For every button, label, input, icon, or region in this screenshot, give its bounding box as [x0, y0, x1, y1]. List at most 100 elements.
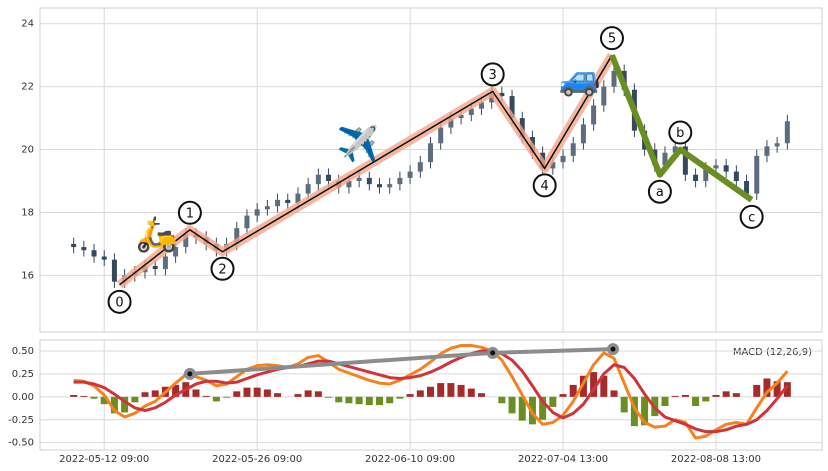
- y-tick-label: 16: [21, 270, 34, 281]
- divergence-dot: [610, 346, 616, 352]
- y-tick-label: 0.00: [12, 392, 34, 403]
- histogram-bar: [539, 396, 547, 420]
- candle-body: [152, 265, 158, 270]
- histogram-bar: [722, 391, 730, 397]
- histogram-bar: [212, 396, 220, 402]
- y-tick-label: 0.25: [12, 369, 34, 380]
- histogram-bar: [477, 393, 485, 397]
- histogram-bar: [732, 393, 740, 397]
- wave-label-circle: [107, 289, 132, 314]
- candle-body: [101, 256, 107, 260]
- histogram-bar: [304, 390, 312, 397]
- wave-label-circle: [668, 120, 693, 145]
- histogram-bar: [437, 383, 445, 397]
- histogram-bar: [335, 396, 343, 403]
- candle-body: [784, 121, 790, 144]
- axes: 0.50 0.25 0.00 -0.25 -0.50: [8, 340, 822, 450]
- candle-body: [91, 250, 97, 257]
- candle-body: [417, 162, 423, 172]
- histogram-bar: [600, 375, 608, 397]
- histogram-bar: [671, 395, 679, 397]
- histogram-bar: [508, 396, 516, 414]
- candle-body: [275, 199, 281, 207]
- histogram-bar: [172, 384, 180, 397]
- candle-body: [264, 206, 270, 210]
- candle-body: [254, 209, 260, 216]
- histogram-bar: [223, 396, 231, 398]
- x-tick-label: 2022-05-12 09:00: [59, 454, 149, 465]
- x-tick-label: 2022-05-26 09:00: [212, 454, 302, 465]
- candle-body: [438, 127, 444, 144]
- histogram-bar: [692, 396, 700, 406]
- divergence-line: [189, 347, 614, 376]
- wave-label: 3: [489, 68, 497, 83]
- icon: 🚙: [559, 59, 601, 99]
- histogram-bar: [610, 390, 618, 397]
- candle-body: [71, 243, 77, 248]
- histogram-bar: [579, 375, 587, 397]
- candle-body: [478, 102, 484, 109]
- histogram-bar: [80, 395, 88, 397]
- histogram-bar: [202, 395, 210, 397]
- histogram-bar: [763, 378, 771, 397]
- candle-body: [693, 174, 699, 182]
- candle-body: [570, 143, 576, 156]
- candle-body: [111, 259, 117, 282]
- candle-body: [397, 177, 403, 185]
- candle-body: [346, 181, 352, 188]
- candle-body: [315, 174, 321, 185]
- candle-body: [744, 181, 750, 194]
- wave-label: 0: [115, 295, 123, 310]
- histogram-bar: [681, 395, 689, 397]
- y-tick-label: 0.50: [12, 346, 34, 357]
- price-panel: [39, 7, 823, 333]
- wave-label: 4: [541, 179, 549, 194]
- candle-body: [672, 146, 678, 153]
- histogram-bar: [620, 396, 628, 413]
- candle-body: [295, 193, 301, 204]
- wave-label-circle: [739, 204, 764, 229]
- y-tick-label: -0.50: [8, 438, 34, 449]
- wave-label: 5: [608, 32, 616, 47]
- histogram-bar: [192, 389, 200, 397]
- histogram-bar: [141, 392, 149, 397]
- histogram-bar: [467, 388, 475, 397]
- y-tick-label: 22: [21, 82, 34, 93]
- histogram-bar: [365, 396, 373, 406]
- histogram-bar: [90, 396, 98, 399]
- candle-body: [81, 247, 87, 251]
- histogram-bar: [294, 394, 302, 397]
- candle-body: [774, 143, 780, 147]
- histogram-bar: [233, 391, 241, 397]
- candle-body: [326, 174, 332, 182]
- wave-label: a: [656, 185, 664, 200]
- candle-body: [366, 177, 372, 185]
- histogram-bar: [630, 396, 638, 427]
- wave-label-circle: [532, 173, 557, 198]
- icon: ✈️: [337, 124, 379, 165]
- wave-label-circle: [210, 256, 235, 281]
- candle-body: [723, 165, 729, 172]
- wave-label-circle: [480, 62, 505, 87]
- candle-body: [458, 114, 464, 119]
- candle-body: [377, 184, 383, 188]
- histogram-bar: [406, 394, 414, 397]
- impulse-glow: [116, 52, 616, 289]
- histogram-bar: [263, 389, 271, 397]
- x-tick-label: 2022-08-08 13:00: [671, 454, 761, 465]
- histogram-bar: [355, 396, 363, 405]
- candle-body: [305, 184, 311, 194]
- wave-label: b: [676, 126, 684, 141]
- histogram-bar: [712, 395, 720, 397]
- histogram-bar: [426, 386, 434, 397]
- y-tick-label: 18: [21, 207, 34, 218]
- candle-body: [733, 171, 739, 182]
- histogram-bar: [121, 396, 129, 413]
- histogram-bar: [386, 396, 394, 404]
- histogram-bar: [783, 382, 791, 397]
- histogram-bar: [253, 387, 261, 397]
- histogram-bar: [590, 372, 598, 397]
- divergence-dot: [490, 350, 496, 356]
- correction-wave: [609, 54, 754, 203]
- y-tick-label: 20: [21, 145, 34, 156]
